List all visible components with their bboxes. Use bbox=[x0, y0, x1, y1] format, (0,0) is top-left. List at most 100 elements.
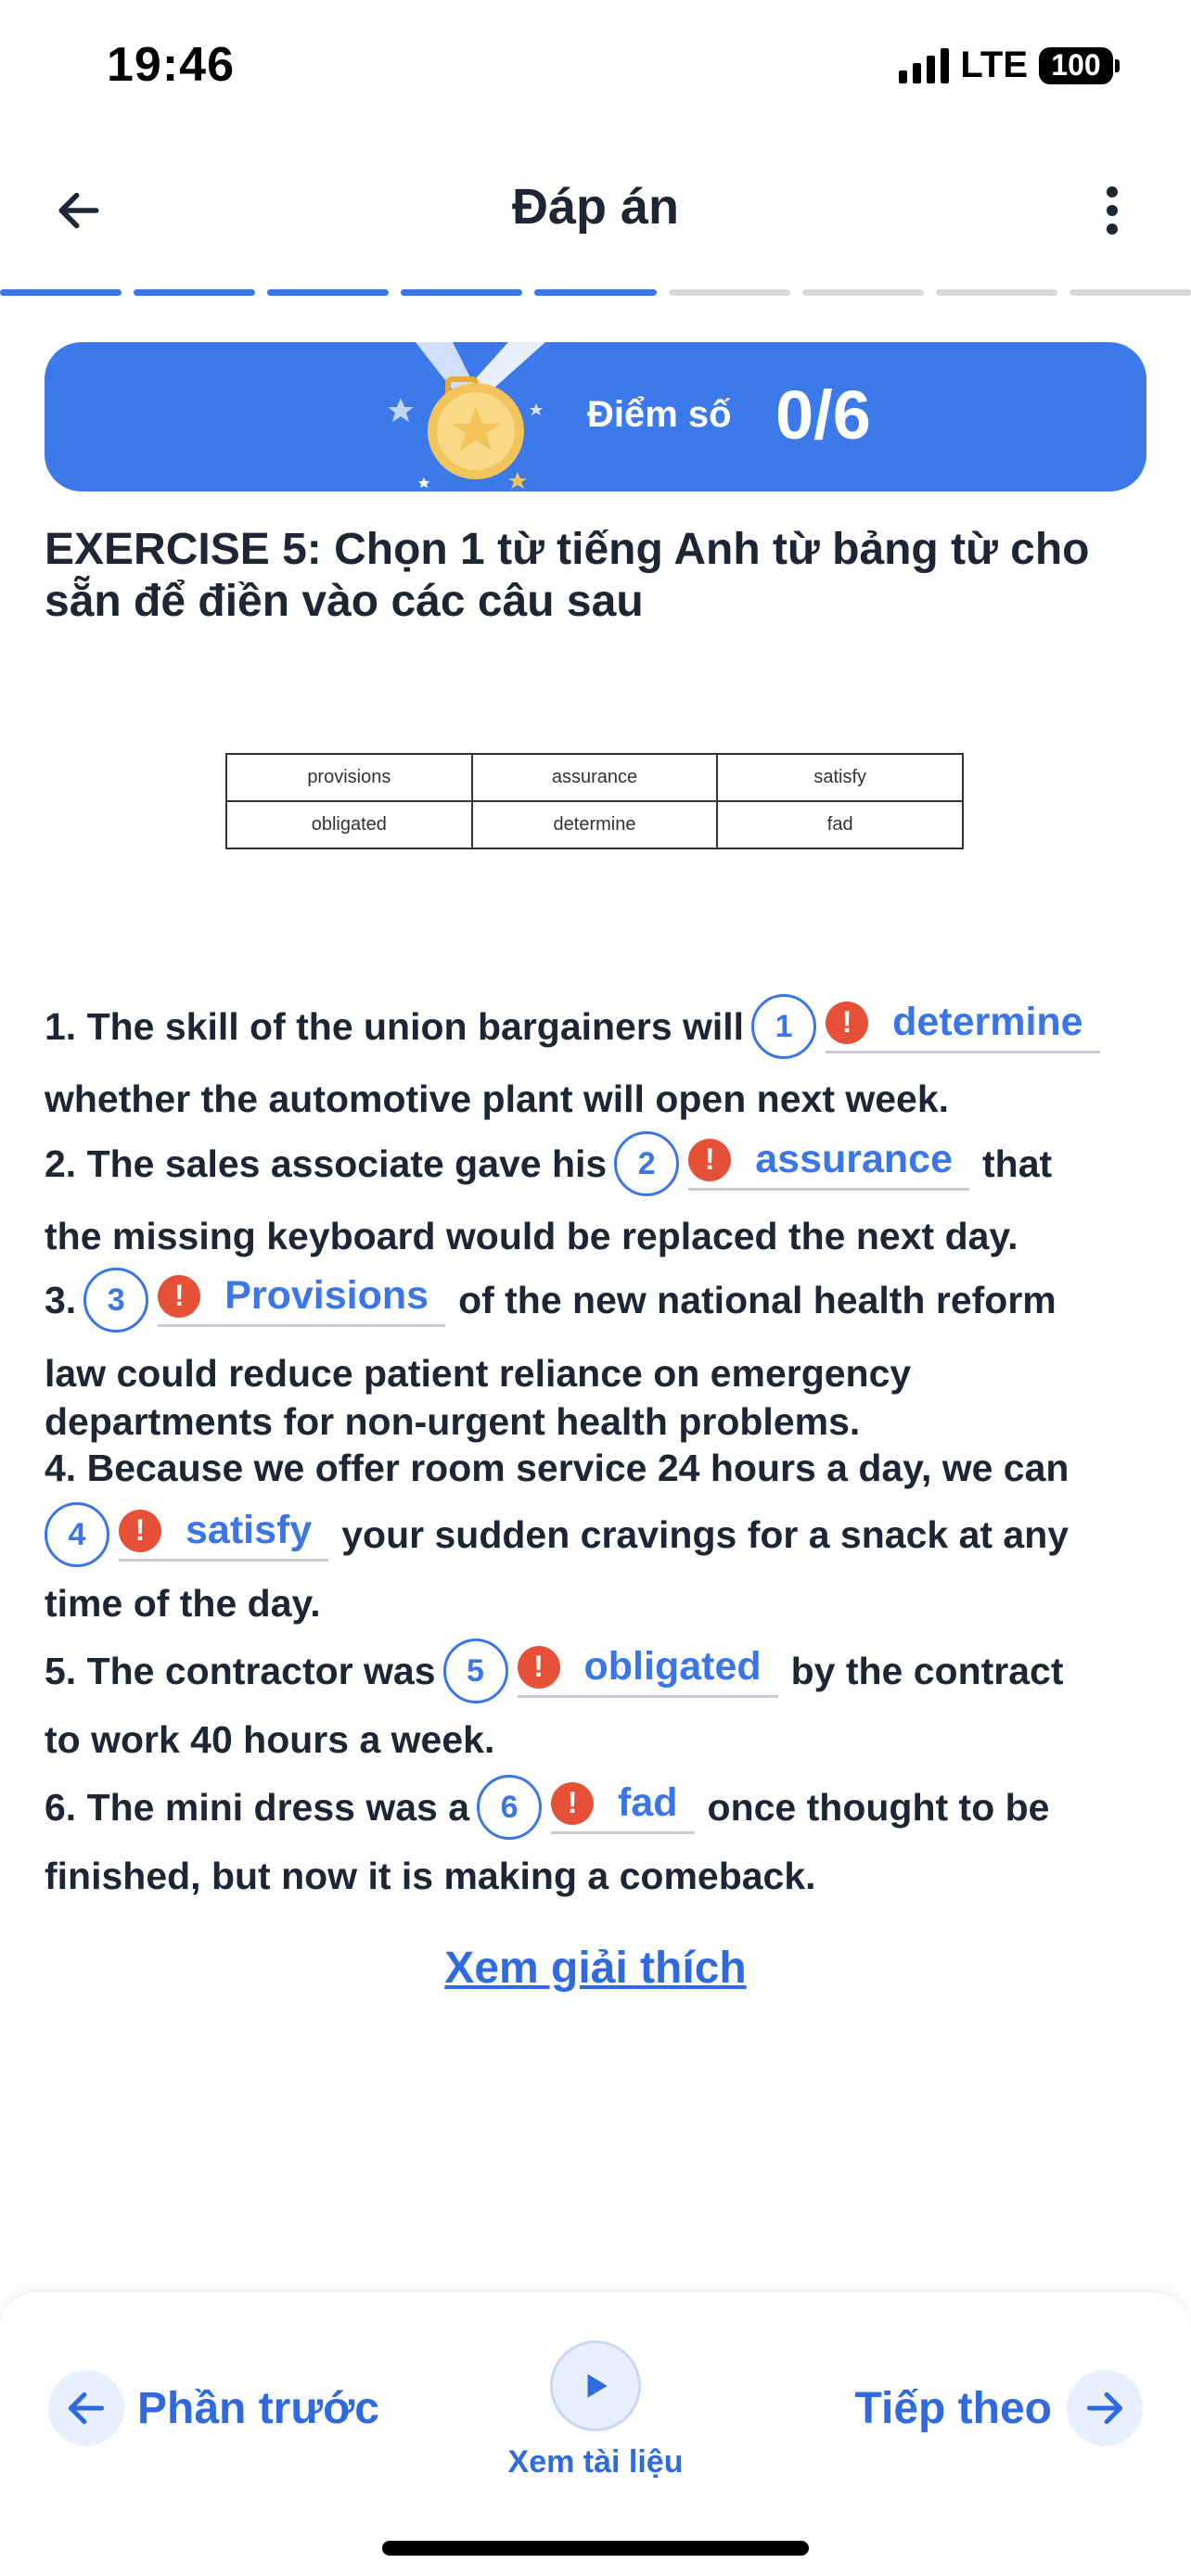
exclamation-icon: ! bbox=[688, 1138, 732, 1181]
progress-segment bbox=[134, 289, 256, 296]
exclamation-icon: ! bbox=[551, 1781, 595, 1825]
question-text: 1. The skill of the union bargainers wil… bbox=[45, 1004, 745, 1048]
question-1-continuation: whether the automotive plant will open n… bbox=[45, 1078, 949, 1121]
table-cell: satisfy bbox=[716, 753, 964, 802]
table-row: obligated determine fad bbox=[225, 800, 964, 849]
question-number-badge[interactable]: 4 bbox=[45, 1502, 109, 1567]
next-section-button[interactable]: Tiếp theo bbox=[855, 2370, 1143, 2446]
arrow-right-icon bbox=[1067, 2370, 1143, 2446]
back-button[interactable] bbox=[46, 178, 111, 243]
answer-text: satisfy bbox=[186, 1508, 313, 1552]
question-number-badge[interactable]: 6 bbox=[477, 1775, 543, 1840]
question-2: 2. The sales associate gave his 2 ! assu… bbox=[45, 1131, 1052, 1196]
progress-segment bbox=[1069, 289, 1191, 296]
question-number-badge[interactable]: 3 bbox=[83, 1268, 149, 1333]
question-text: of the new national health reform bbox=[458, 1278, 1057, 1321]
previous-section-label: Phần trước bbox=[137, 2383, 379, 2433]
arrow-left-icon bbox=[48, 2370, 124, 2446]
question-number-badge[interactable]: 1 bbox=[751, 994, 817, 1059]
question-1: 1. The skill of the union bargainers wil… bbox=[45, 994, 1113, 1059]
question-number-badge[interactable]: 5 bbox=[442, 1639, 508, 1703]
progress-segment bbox=[0, 289, 122, 296]
table-cell: provisions bbox=[225, 753, 473, 802]
page-title: Đáp án bbox=[511, 179, 680, 235]
question-text: 2. The sales associate gave his bbox=[45, 1141, 608, 1185]
answer-field-1[interactable]: ! determine bbox=[826, 1000, 1100, 1053]
question-4: 4. Because we offer room service 24 hour… bbox=[45, 1447, 1069, 1490]
progress-segment bbox=[534, 289, 657, 296]
table-cell: determine bbox=[470, 800, 719, 849]
cellular-signal-icon bbox=[899, 47, 950, 83]
question-text: your sudden cravings for a snack at any bbox=[341, 1512, 1069, 1556]
app-header: Đáp án bbox=[0, 148, 1191, 269]
battery-icon: 100 bbox=[1039, 46, 1120, 84]
previous-section-button[interactable]: Phần trước bbox=[48, 2370, 379, 2446]
answer-field-5[interactable]: ! obligated bbox=[517, 1644, 778, 1698]
progress-segment bbox=[401, 289, 523, 296]
question-text: 6. The mini dress was a bbox=[45, 1785, 470, 1829]
question-text: whether the automotive plant will open n… bbox=[45, 1078, 950, 1120]
exclamation-icon: ! bbox=[119, 1509, 161, 1552]
answer-text: assurance bbox=[755, 1137, 953, 1181]
status-indicators: LTE 100 bbox=[899, 45, 1120, 86]
bottom-navigation: Phần trước Xem tài liệu Tiếp theo bbox=[0, 2290, 1191, 2576]
table-cell: fad bbox=[716, 800, 964, 849]
exclamation-icon: ! bbox=[826, 1001, 869, 1044]
question-5: 5. The contractor was 5 ! obligated by t… bbox=[45, 1639, 1064, 1703]
answer-field-4[interactable]: ! satisfy bbox=[119, 1508, 329, 1562]
more-options-button[interactable] bbox=[1089, 178, 1135, 243]
next-section-label: Tiếp theo bbox=[854, 2383, 1052, 2433]
question-text: finished, but now it is making a comebac… bbox=[45, 1855, 816, 1897]
question-text: time of the day. bbox=[45, 1582, 321, 1625]
answer-field-2[interactable]: ! assurance bbox=[688, 1137, 969, 1191]
question-text: by the contract bbox=[790, 1649, 1064, 1692]
answer-text: fad bbox=[618, 1780, 678, 1825]
progress-segment bbox=[801, 289, 924, 296]
answer-field-6[interactable]: ! fad bbox=[551, 1780, 695, 1834]
medal-icon bbox=[388, 342, 545, 489]
progress-segment bbox=[935, 289, 1057, 296]
question-text: 3. bbox=[45, 1278, 77, 1321]
progress-segment bbox=[267, 289, 390, 296]
more-vertical-icon bbox=[1107, 186, 1118, 235]
question-3-continuation: law could reduce patient reliance on eme… bbox=[45, 1352, 911, 1396]
table-row: provisions assurance satisfy bbox=[225, 753, 964, 802]
play-icon bbox=[550, 2340, 641, 2431]
question-4-continuation: time of the day. bbox=[45, 1582, 321, 1626]
view-material-button[interactable]: Xem tài liệu bbox=[0, 2340, 1191, 2480]
answer-field-3[interactable]: ! Provisions bbox=[158, 1273, 446, 1327]
section-progress bbox=[0, 289, 1191, 296]
score-label: Điểm số bbox=[587, 394, 732, 435]
answer-text: determine bbox=[892, 1000, 1083, 1044]
question-2-continuation: the missing keyboard would be replaced t… bbox=[45, 1215, 1018, 1258]
question-text: law could reduce patient reliance on eme… bbox=[45, 1352, 912, 1395]
question-text: once thought to be bbox=[707, 1785, 1050, 1829]
question-3: 3. 3 ! Provisions of the new national he… bbox=[45, 1268, 1057, 1333]
arrow-left-icon bbox=[58, 192, 99, 229]
question-5-continuation: to work 40 hours a week. bbox=[45, 1718, 494, 1762]
question-text: 5. The contractor was bbox=[45, 1649, 436, 1692]
word-bank-table: provisions assurance satisfy obligated d… bbox=[225, 753, 964, 849]
question-text: 4. Because we offer room service 24 hour… bbox=[45, 1447, 1069, 1489]
question-text: that bbox=[982, 1141, 1053, 1185]
view-explanation-link[interactable]: Xem giải thích bbox=[444, 1944, 747, 1993]
exclamation-icon: ! bbox=[517, 1645, 560, 1689]
question-text: to work 40 hours a week. bbox=[45, 1718, 495, 1761]
table-cell: assurance bbox=[470, 753, 719, 802]
answer-text: Provisions bbox=[224, 1273, 429, 1318]
question-6: 6. The mini dress was a 6 ! fad once tho… bbox=[45, 1775, 1049, 1840]
status-time: 19:46 bbox=[107, 38, 235, 92]
question-number-badge[interactable]: 2 bbox=[614, 1131, 680, 1196]
question-6-continuation: finished, but now it is making a comebac… bbox=[45, 1855, 816, 1898]
exercise-title: EXERCISE 5: Chọn 1 từ tiếng Anh từ bảng … bbox=[45, 525, 1090, 626]
question-3-continuation-2: departments for non-urgent health proble… bbox=[45, 1400, 860, 1444]
score-value: 0/6 bbox=[775, 376, 871, 453]
score-banner: Điểm số 0/6 bbox=[45, 342, 1146, 491]
status-bar: 19:46 LTE 100 bbox=[0, 0, 1191, 130]
view-material-label: Xem tài liệu bbox=[507, 2444, 684, 2480]
network-type: LTE bbox=[960, 45, 1028, 85]
table-cell: obligated bbox=[225, 800, 473, 849]
progress-segment bbox=[668, 289, 790, 296]
exclamation-icon: ! bbox=[158, 1274, 201, 1318]
home-indicator[interactable] bbox=[382, 2541, 809, 2556]
